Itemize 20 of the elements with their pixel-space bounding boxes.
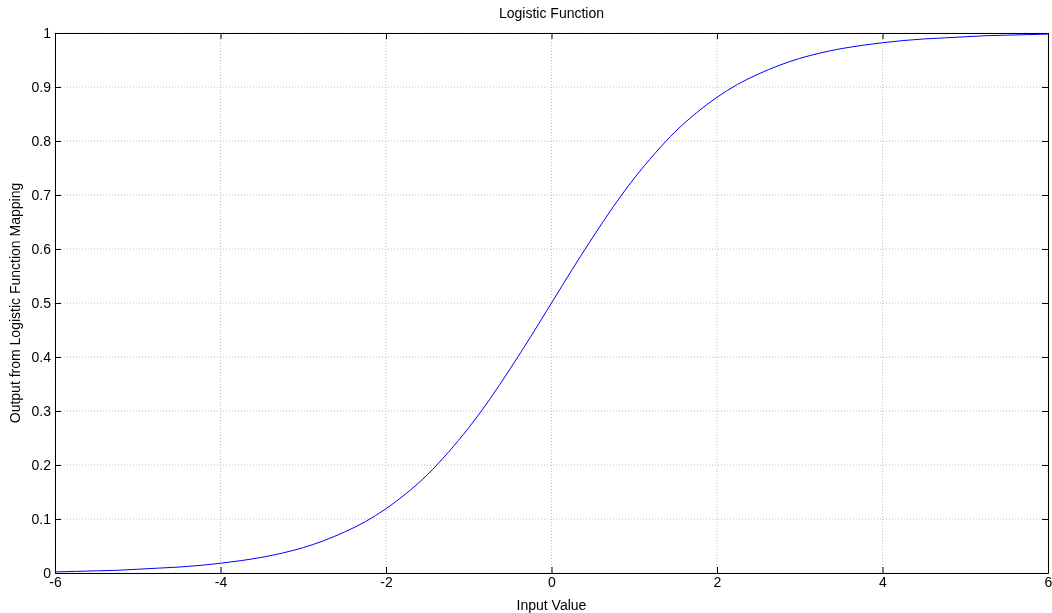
y-tick-label: 0.6 bbox=[31, 240, 52, 257]
y-tick-label: 0.3 bbox=[31, 402, 52, 419]
y-tick-label: 0.1 bbox=[31, 510, 52, 527]
x-tick-label: -2 bbox=[380, 573, 393, 590]
y-tick-label: 0.2 bbox=[31, 456, 52, 473]
y-tick-label: 0.9 bbox=[31, 78, 52, 95]
y-tick-label: 0.4 bbox=[31, 348, 52, 365]
y-tick-label: 0.7 bbox=[31, 186, 52, 203]
x-tick-label: -4 bbox=[214, 573, 228, 590]
line-series bbox=[54, 33, 1049, 573]
y-tick-label: 0.8 bbox=[31, 132, 52, 149]
x-tick-label: 4 bbox=[879, 573, 888, 590]
chart-title: Logistic Function bbox=[498, 5, 605, 21]
x-axis-title: Input Value bbox=[516, 597, 587, 613]
y-tick-label: 0.5 bbox=[31, 294, 52, 311]
x-tick-label: 2 bbox=[713, 573, 722, 590]
y-axis-title: Output from Logistic Function Mapping bbox=[7, 182, 23, 424]
x-tick-label: 0 bbox=[548, 573, 557, 590]
x-tick-label: 6 bbox=[1044, 573, 1052, 590]
y-tick-label: 1 bbox=[43, 24, 52, 41]
